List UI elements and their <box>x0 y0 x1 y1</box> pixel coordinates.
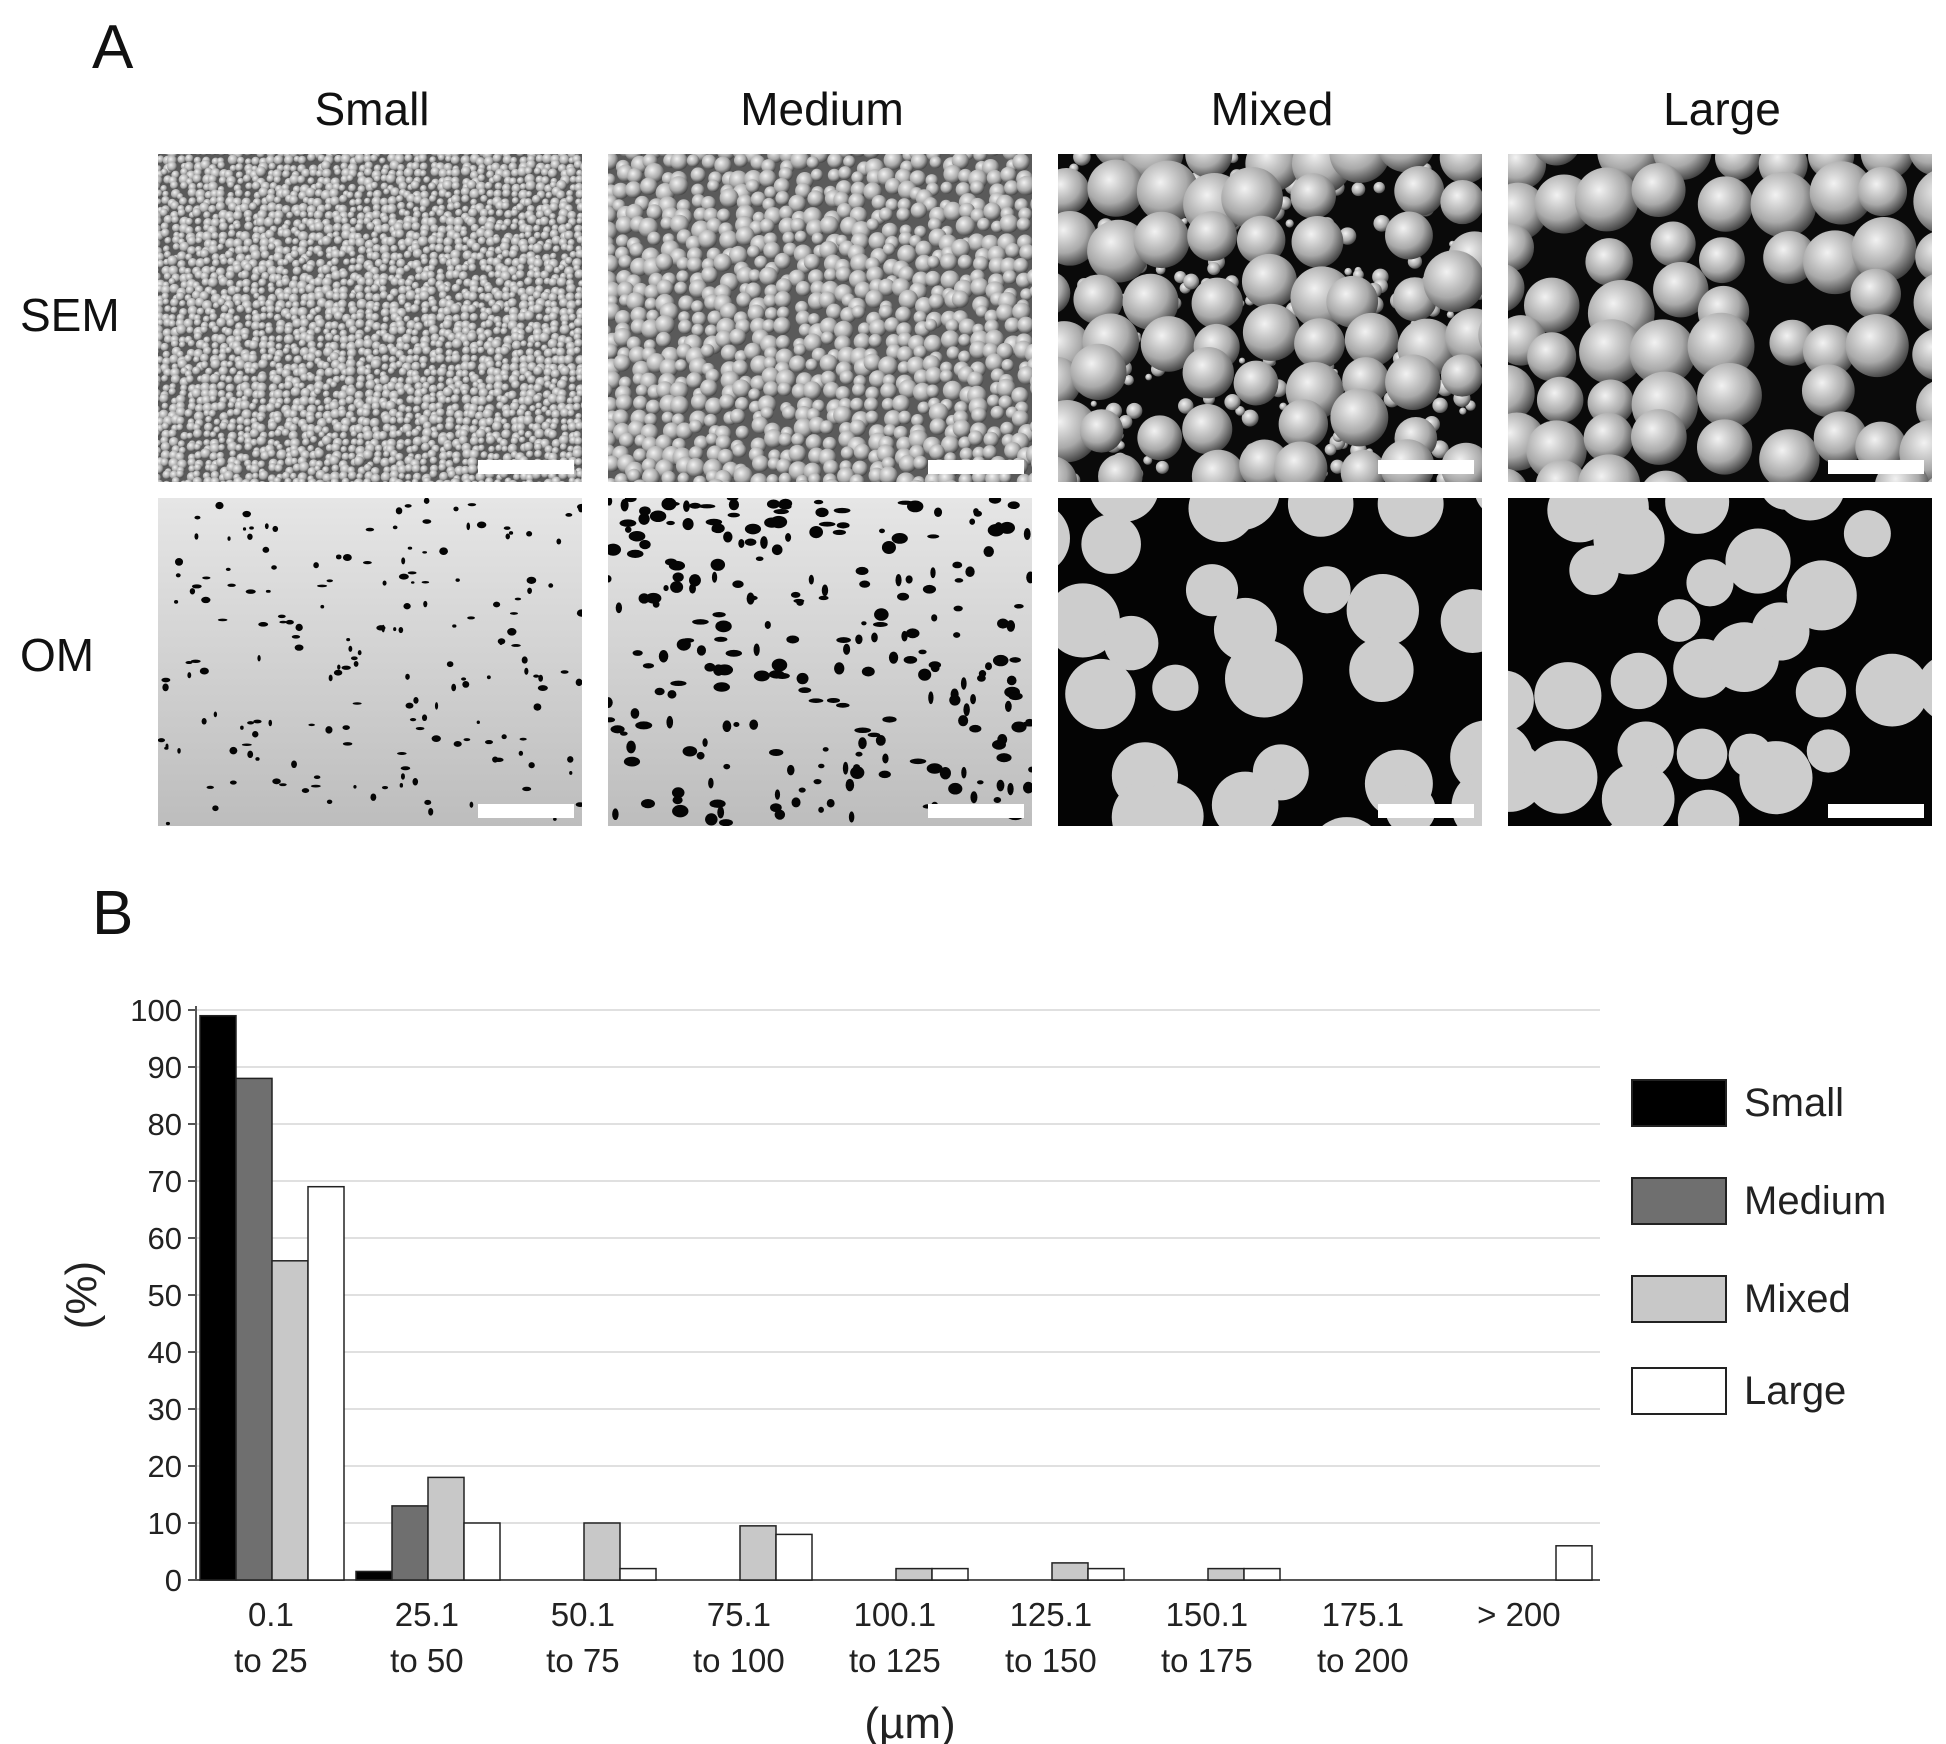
y-axis-label: (%) <box>57 1261 106 1329</box>
sem-image-medium <box>608 154 1032 482</box>
row-title-sem: SEM <box>20 289 120 341</box>
x-tick-label: to 25 <box>234 1642 307 1679</box>
y-tick-label: 50 <box>148 1278 182 1313</box>
x-tick-label: 25.1 <box>395 1596 459 1633</box>
bar-small <box>355 1570 393 1581</box>
x-tick-label: > 200 <box>1477 1596 1561 1633</box>
x-tick-label: to 125 <box>849 1642 941 1679</box>
size-distribution-chart: 0 10 20 30 40 50 60 70 80 90 100 (%) 0.1 to 25 25.1 to … <box>57 993 1886 1744</box>
x-tick-label: 50.1 <box>551 1596 615 1633</box>
sem-image-small <box>158 154 582 482</box>
x-tick-label: 0.1 <box>248 1596 294 1633</box>
bar-mixed <box>895 1567 933 1581</box>
y-tick-label: 100 <box>130 993 182 1028</box>
y-tick-label: 20 <box>148 1449 182 1484</box>
y-tick-label: 90 <box>148 1050 182 1085</box>
bar-mixed <box>1207 1567 1245 1581</box>
x-tick-label: 75.1 <box>707 1596 771 1633</box>
bar-mixed <box>739 1525 777 1581</box>
om-image-small <box>158 498 582 826</box>
bar-large <box>1555 1545 1593 1581</box>
om-image-mixed <box>1058 498 1482 826</box>
x-axis-label: (µm) <box>864 1699 955 1744</box>
row-title-om: OM <box>20 629 95 681</box>
legend-label-large: Large <box>1744 1369 1846 1413</box>
bar-large <box>619 1567 657 1581</box>
sem-image-mixed <box>1058 154 1482 482</box>
bar-large <box>1087 1567 1125 1581</box>
y-tick-label: 60 <box>148 1221 182 1256</box>
x-tick-label: to 175 <box>1161 1642 1253 1679</box>
x-tick-label: 150.1 <box>1166 1596 1249 1633</box>
column-title-mixed: Mixed <box>1210 83 1334 135</box>
legend-label-small: Small <box>1744 1081 1844 1125</box>
x-tick-label: 175.1 <box>1322 1596 1405 1633</box>
bar-medium <box>391 1505 429 1581</box>
bar-mixed <box>583 1522 621 1581</box>
y-tick-label: 80 <box>148 1107 182 1142</box>
bar-large <box>1243 1567 1281 1581</box>
y-tick-label: 30 <box>148 1392 182 1427</box>
bar-large <box>931 1567 969 1581</box>
om-image-large <box>1508 498 1932 826</box>
x-tick-label: to 150 <box>1005 1642 1097 1679</box>
x-tick-label: 125.1 <box>1010 1596 1093 1633</box>
x-tick-label: to 200 <box>1317 1642 1409 1679</box>
legend-label-mixed: Mixed <box>1744 1277 1851 1321</box>
x-tick-label: to 50 <box>390 1642 463 1679</box>
legend-swatch-medium <box>1631 1177 1727 1225</box>
legend-swatch-large <box>1631 1367 1727 1415</box>
bar-large <box>307 1185 345 1581</box>
column-title-small: Small <box>314 83 430 135</box>
bar-medium <box>235 1077 273 1581</box>
y-tick-label: 0 <box>165 1563 182 1598</box>
bar-mixed <box>271 1260 309 1581</box>
x-tick-label: 100.1 <box>854 1596 937 1633</box>
y-tick-label: 10 <box>148 1506 182 1541</box>
panel-b-label: B <box>92 879 134 948</box>
bar-large <box>463 1522 501 1581</box>
bar-mixed <box>1051 1562 1089 1581</box>
column-title-medium: Medium <box>740 83 904 135</box>
bar-mixed <box>427 1476 465 1581</box>
legend-label-medium: Medium <box>1744 1179 1886 1223</box>
column-title-large: Large <box>1663 83 1781 135</box>
panel-a-label: A <box>92 13 134 82</box>
om-image-medium <box>608 498 1032 826</box>
x-tick-label: to 75 <box>546 1642 619 1679</box>
legend-swatch-small <box>1631 1079 1727 1127</box>
y-tick-label: 40 <box>148 1335 182 1370</box>
legend-swatch-mixed <box>1631 1275 1727 1323</box>
bar-large <box>775 1533 813 1581</box>
bar-small <box>199 1014 237 1581</box>
x-tick-label: to 100 <box>693 1642 785 1679</box>
y-tick-label: 70 <box>148 1164 182 1199</box>
sem-image-large <box>1508 154 1932 482</box>
